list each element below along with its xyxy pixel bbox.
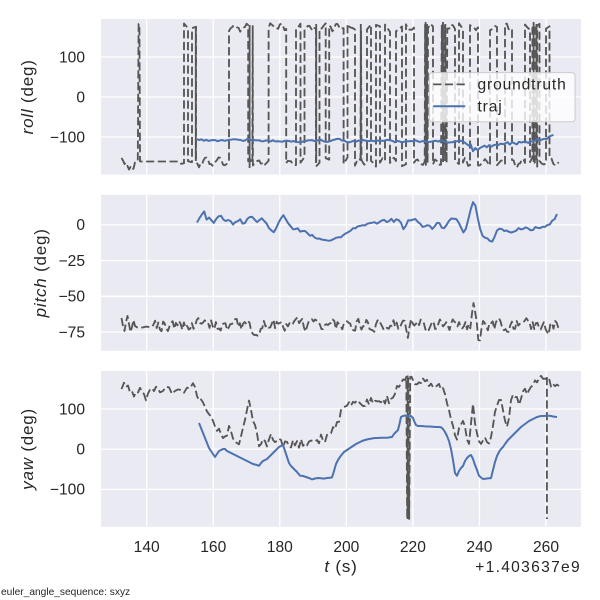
svg-text:−50: −50 — [59, 289, 86, 306]
svg-text:160: 160 — [200, 539, 226, 556]
svg-text:100: 100 — [59, 401, 85, 418]
svg-text:−100: −100 — [50, 482, 85, 499]
svg-text:200: 200 — [333, 539, 359, 556]
svg-text:yaw (deg): yaw (deg) — [18, 408, 37, 491]
svg-text:0: 0 — [76, 442, 85, 459]
svg-text:euler_angle_sequence: sxyz: euler_angle_sequence: sxyz — [1, 587, 130, 598]
svg-text:140: 140 — [134, 539, 160, 556]
svg-text:t (s): t (s) — [324, 557, 357, 576]
svg-text:0: 0 — [76, 89, 85, 106]
svg-text:roll (deg): roll (deg) — [18, 59, 37, 134]
svg-text:−25: −25 — [59, 253, 86, 270]
svg-text:traj: traj — [478, 99, 503, 116]
svg-text:0: 0 — [76, 217, 85, 234]
svg-text:260: 260 — [533, 539, 559, 556]
svg-text:240: 240 — [466, 539, 492, 556]
svg-text:−100: −100 — [50, 129, 85, 146]
svg-text:100: 100 — [59, 49, 85, 66]
svg-text:180: 180 — [267, 539, 293, 556]
svg-text:pitch (deg): pitch (deg) — [31, 228, 50, 318]
svg-text:−75: −75 — [59, 324, 86, 341]
svg-text:groundtruth: groundtruth — [478, 77, 567, 94]
svg-text:220: 220 — [400, 539, 426, 556]
svg-text:+1.403637e9: +1.403637e9 — [475, 559, 581, 576]
